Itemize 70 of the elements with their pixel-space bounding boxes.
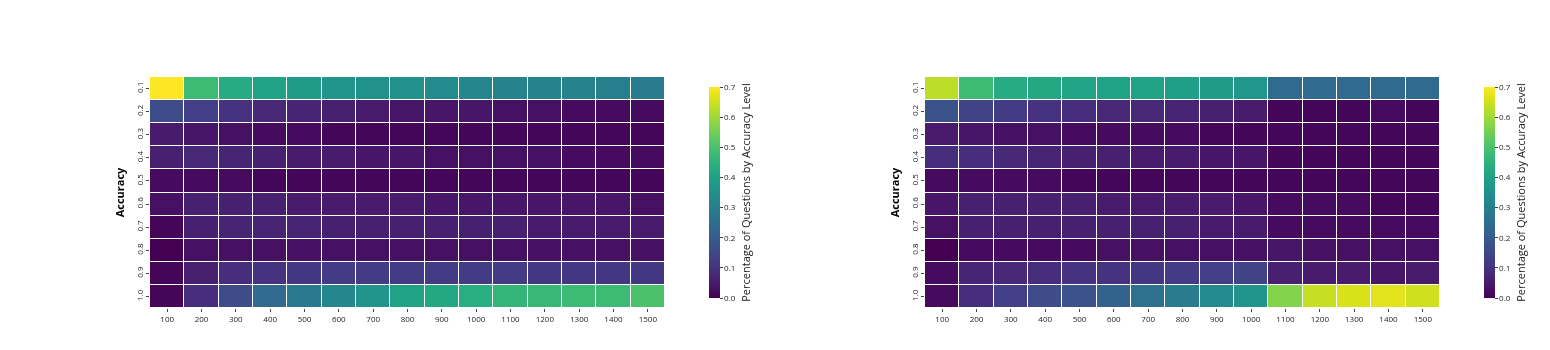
y-tick-label: 0.8 bbox=[133, 243, 145, 255]
y-tick-label: 0.8 bbox=[908, 243, 920, 255]
y-tick-label: 0.5 bbox=[133, 173, 145, 186]
y-tick-label: 0.7 bbox=[908, 219, 920, 232]
y-tick-label: 0.4 bbox=[133, 150, 145, 163]
y-tick-label: 1.0 bbox=[133, 289, 145, 301]
x-tick-label: 900 bbox=[1209, 312, 1225, 324]
x-tick-label: 700 bbox=[366, 312, 381, 324]
color-bar-label: 0.1 bbox=[724, 261, 736, 273]
y-tick-label: 0.2 bbox=[133, 104, 145, 117]
x-tick-label: 1300 bbox=[570, 312, 589, 324]
x-tick-label: 1100 bbox=[1276, 312, 1296, 324]
y-tick-label: 0.9 bbox=[133, 266, 145, 278]
color-bar-label: 0.2 bbox=[724, 231, 736, 243]
x-tick-label: 600 bbox=[331, 312, 347, 324]
y-tick-label: 0.9 bbox=[908, 266, 920, 278]
color-bar-label: 0.1 bbox=[1499, 261, 1511, 273]
x-tick-label: 300 bbox=[1003, 312, 1019, 324]
color-bar-label: 0.0 bbox=[724, 291, 736, 303]
y-tick-label: 0.6 bbox=[908, 196, 920, 209]
x-tick-label: 1400 bbox=[1379, 312, 1399, 324]
y-tick-label: 0.3 bbox=[133, 127, 145, 140]
x-tick-label: 1500 bbox=[1413, 312, 1433, 324]
color-bar-label: 0.7 bbox=[1499, 80, 1511, 92]
y-tick-label: 0.3 bbox=[908, 127, 920, 140]
x-tick-label: 800 bbox=[400, 312, 415, 324]
color-bar-label: 0.6 bbox=[724, 110, 736, 122]
x-tick-label: 800 bbox=[1175, 312, 1190, 324]
color-bar-label: 0.5 bbox=[1499, 141, 1511, 153]
y-tick-label: 0.7 bbox=[133, 219, 145, 232]
x-tick-label: 1400 bbox=[604, 312, 624, 324]
x-tick-label: 100 bbox=[935, 312, 950, 324]
x-tick-label: 1100 bbox=[501, 312, 521, 324]
color-bar-label: 0.7 bbox=[724, 80, 736, 92]
x-tick-label: 1300 bbox=[1345, 312, 1364, 324]
x-tick-label: 200 bbox=[969, 312, 984, 324]
color-bar-label: 0.2 bbox=[1499, 231, 1511, 243]
x-tick-label: 400 bbox=[263, 312, 278, 324]
x-tick-label: 700 bbox=[1141, 312, 1156, 324]
y-axis-title: Accuracy bbox=[112, 166, 128, 218]
x-tick-label: 100 bbox=[160, 312, 175, 324]
color-bar-label: 0.3 bbox=[1499, 201, 1511, 213]
y-tick-label: 0.1 bbox=[908, 81, 920, 93]
y-tick-label: 1.0 bbox=[908, 289, 920, 301]
color-bar-title: Percentage of Questions by Accuracy Level bbox=[1512, 83, 1528, 302]
x-tick-label: 1000 bbox=[467, 312, 486, 324]
y-tick-label: 0.2 bbox=[908, 104, 920, 117]
x-tick-label: 500 bbox=[297, 312, 312, 324]
color-bar-label: 0.6 bbox=[1499, 110, 1511, 122]
x-tick-label: 1200 bbox=[1310, 312, 1330, 324]
x-tick-label: 500 bbox=[1072, 312, 1087, 324]
x-tick-label: 900 bbox=[434, 312, 450, 324]
x-tick-label: 200 bbox=[194, 312, 209, 324]
y-tick-label: 0.6 bbox=[133, 196, 145, 209]
color-bar-label: 0.5 bbox=[724, 141, 736, 153]
x-tick-label: 1000 bbox=[1242, 312, 1261, 324]
color-bar-label: 0.4 bbox=[1499, 171, 1511, 183]
x-tick-label: 1500 bbox=[638, 312, 658, 324]
color-bar-label: 0.4 bbox=[724, 171, 736, 183]
x-tick-label: 600 bbox=[1106, 312, 1122, 324]
y-tick-label: 0.4 bbox=[908, 150, 920, 163]
color-bar-label: 0.0 bbox=[1499, 291, 1511, 303]
y-axis-title: Accuracy bbox=[887, 166, 903, 218]
color-bar-title: Percentage of Questions by Accuracy Level bbox=[737, 83, 753, 302]
y-tick-label: 0.5 bbox=[908, 173, 920, 186]
x-tick-label: 300 bbox=[228, 312, 244, 324]
x-tick-label: 1200 bbox=[535, 312, 555, 324]
y-tick-label: 0.1 bbox=[133, 81, 145, 93]
x-tick-label: 400 bbox=[1038, 312, 1053, 324]
color-bar-label: 0.3 bbox=[724, 201, 736, 213]
